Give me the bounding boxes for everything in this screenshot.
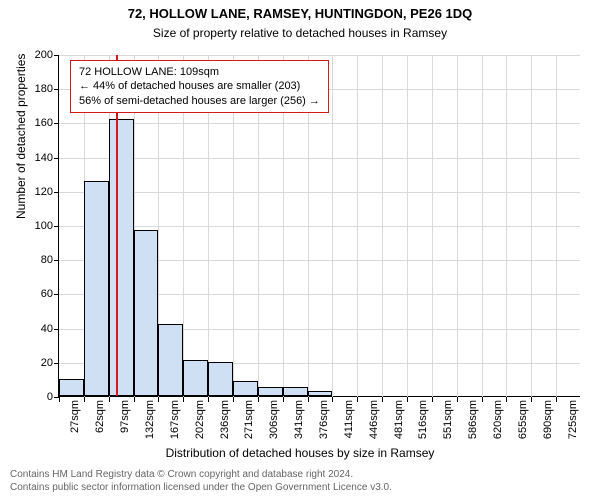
gridline-v <box>506 55 507 400</box>
x-tick-label: 516sqm <box>417 400 429 439</box>
x-tick-label: 62sqm <box>94 400 106 433</box>
gridline-v <box>531 55 532 400</box>
x-tick-label: 236sqm <box>219 400 231 439</box>
x-tick-label: 655sqm <box>517 400 529 439</box>
chart-subtitle: Size of property relative to detached ho… <box>0 26 600 40</box>
gridline-h <box>59 158 580 159</box>
footer-attribution: Contains HM Land Registry data © Crown c… <box>10 469 392 494</box>
histogram-bar <box>158 324 183 396</box>
x-tick-label: 725sqm <box>567 400 579 439</box>
histogram-bar <box>258 387 283 396</box>
gridline-h <box>59 226 580 227</box>
histogram-bar <box>308 391 333 396</box>
y-tick-label: 120 <box>35 186 59 198</box>
y-tick-label: 200 <box>35 49 59 61</box>
x-tick-label: 481sqm <box>393 400 405 439</box>
chart-title: 72, HOLLOW LANE, RAMSEY, HUNTINGDON, PE2… <box>0 6 600 21</box>
y-tick-label: 180 <box>35 83 59 95</box>
y-tick-label: 60 <box>41 288 59 300</box>
gridline-v <box>482 55 483 400</box>
y-tick-label: 20 <box>41 357 59 369</box>
x-tick-label: 551sqm <box>442 400 454 439</box>
histogram-bar <box>233 381 258 396</box>
x-tick-label: 202sqm <box>194 400 206 439</box>
x-tick-label: 306sqm <box>268 400 280 439</box>
x-tick-label: 341sqm <box>293 400 305 439</box>
x-tick-label: 586sqm <box>467 400 479 439</box>
annotation-line-1: 72 HOLLOW LANE: 109sqm <box>79 65 320 79</box>
y-tick-label: 40 <box>41 323 59 335</box>
x-tick-label: 411sqm <box>343 400 355 438</box>
y-tick-label: 80 <box>41 254 59 266</box>
x-tick-label: 446sqm <box>368 400 380 439</box>
gridline-v <box>382 55 383 400</box>
x-tick-label: 690sqm <box>542 400 554 439</box>
histogram-bar <box>134 230 159 396</box>
x-axis-label: Distribution of detached houses by size … <box>0 446 600 460</box>
y-axis-label: Number of detached properties <box>14 54 28 219</box>
y-tick-label: 0 <box>47 391 59 403</box>
gridline-v <box>432 55 433 400</box>
x-tick-label: 27sqm <box>69 400 81 433</box>
gridline-h <box>59 55 580 56</box>
histogram-bar <box>59 379 84 396</box>
gridline-v <box>357 55 358 400</box>
gridline-v <box>407 55 408 400</box>
histogram-bar <box>183 360 208 396</box>
x-tick-label: 132sqm <box>144 400 156 439</box>
x-tick-label: 167sqm <box>169 400 181 439</box>
gridline-v <box>556 55 557 400</box>
x-tick-label: 376sqm <box>318 400 330 439</box>
footer-line-1: Contains HM Land Registry data © Crown c… <box>10 469 392 482</box>
gridline-h <box>59 192 580 193</box>
annotation-line-2: ← 44% of detached houses are smaller (20… <box>79 79 320 93</box>
y-tick-label: 140 <box>35 152 59 164</box>
y-tick-label: 160 <box>35 117 59 129</box>
gridline-v <box>457 55 458 400</box>
gridline-v <box>332 55 333 400</box>
y-tick-label: 100 <box>35 220 59 232</box>
histogram-bar <box>208 362 233 396</box>
histogram-bar <box>84 181 109 396</box>
annotation-line-3: 56% of semi-detached houses are larger (… <box>79 94 320 108</box>
histogram-bar <box>283 387 308 396</box>
annotation-box: 72 HOLLOW LANE: 109sqm ← 44% of detached… <box>70 60 329 113</box>
x-tick-label: 97sqm <box>119 400 131 433</box>
footer-line-2: Contains public sector information licen… <box>10 482 392 495</box>
x-tick-label: 271sqm <box>243 400 255 439</box>
gridline-h <box>59 123 580 124</box>
x-tick-label: 620sqm <box>492 400 504 439</box>
histogram-bar <box>109 119 134 396</box>
